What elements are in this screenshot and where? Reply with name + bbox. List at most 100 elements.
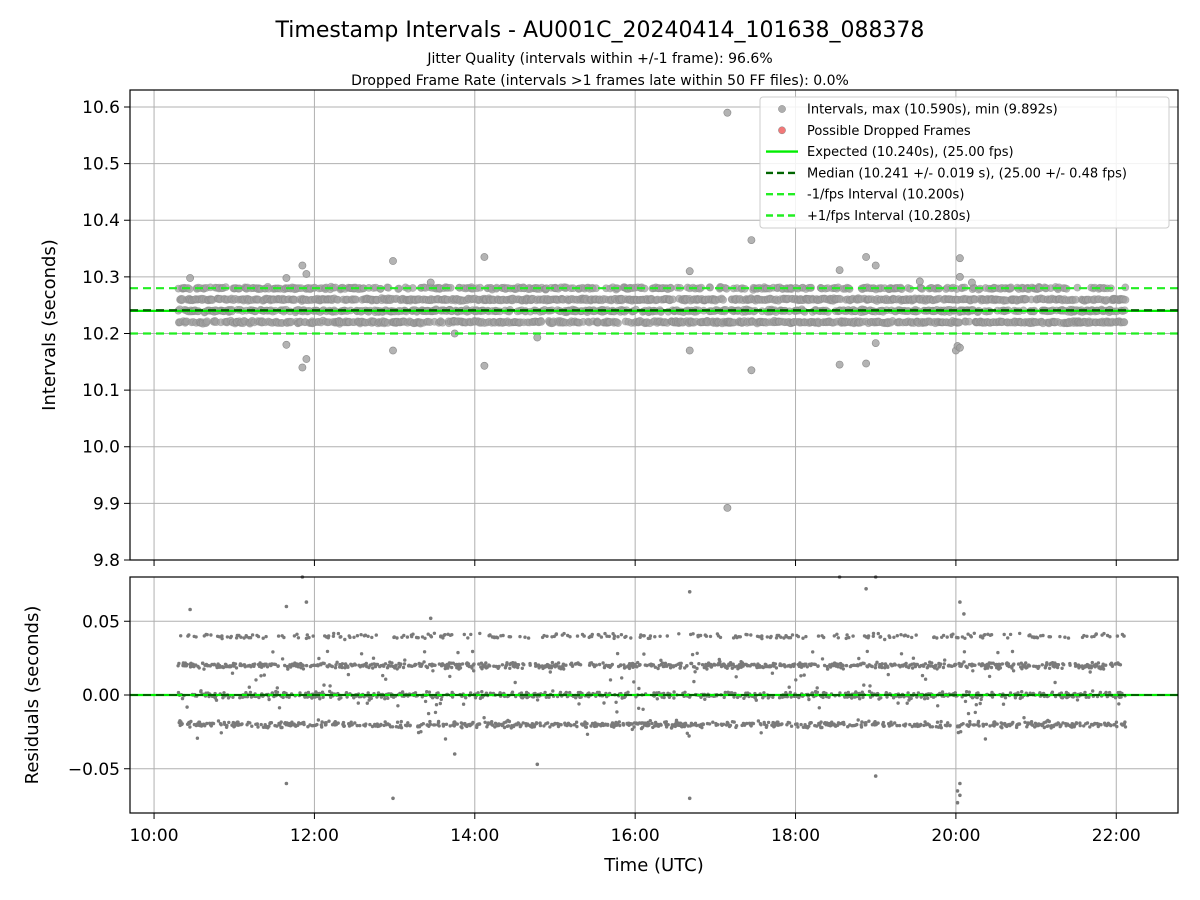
residual-point [685, 664, 689, 668]
residual-point [984, 722, 989, 726]
residual-point [522, 663, 526, 667]
residual-point [395, 720, 400, 724]
residual-point [662, 695, 666, 700]
residual-point [1058, 634, 1062, 639]
residual-point [805, 665, 809, 669]
residual-point [705, 667, 709, 671]
residual-point [259, 674, 263, 678]
residual-point [353, 663, 358, 667]
residual-point [214, 698, 219, 702]
residual-point [678, 721, 683, 725]
interval-outlier-point [533, 333, 542, 342]
residual-point [255, 722, 259, 726]
residual-point [1047, 666, 1052, 670]
chart-subtitle-dropped: Dropped Frame Rate (intervals >1 frames … [351, 73, 849, 89]
residual-point [335, 660, 339, 664]
residual-point [973, 710, 977, 715]
residual-point [327, 719, 331, 723]
residual-point [381, 673, 385, 678]
residual-point [1001, 702, 1006, 706]
residual-point [1011, 720, 1015, 725]
residual-point [876, 631, 880, 636]
residual-point [734, 724, 739, 728]
residual-point [470, 649, 475, 654]
residual-point [578, 663, 583, 667]
residual-point [1018, 631, 1022, 636]
interval-outlier-point [747, 236, 756, 244]
residual-point [562, 631, 566, 636]
residual-point [910, 635, 914, 640]
residual-point [406, 721, 410, 725]
residual-point [569, 723, 573, 728]
residual-point [923, 697, 927, 701]
residual-point [408, 723, 412, 727]
interval-point [614, 319, 622, 327]
chart-legend: Intervals, max (10.590s), min (9.892s)Po… [759, 96, 1170, 229]
residual-point [815, 690, 820, 694]
residual-point [585, 732, 590, 736]
residual-point [716, 723, 720, 727]
residual-point [264, 634, 268, 639]
residual-point [320, 725, 324, 729]
residual-point [711, 720, 715, 724]
residual-point [936, 704, 940, 708]
residual-point [383, 697, 387, 701]
residual-point [267, 697, 271, 702]
interval-outlier-point [302, 355, 311, 363]
legend-label: Intervals, max (10.590s), min (9.892s) [807, 103, 1058, 118]
residual-point [370, 635, 374, 640]
residual-point [976, 719, 981, 724]
residual-point [734, 675, 738, 679]
residual-point [966, 711, 971, 716]
residual-point [328, 684, 332, 688]
residual-point [648, 634, 653, 638]
residual-point [695, 666, 699, 671]
residual-point [1011, 669, 1016, 673]
residual-point [422, 660, 426, 664]
intervals-panel: 9.89.910.010.110.210.310.410.510.6 Inter… [39, 89, 1179, 571]
residual-point [951, 632, 955, 636]
residual-point [687, 734, 691, 738]
residual-point [469, 632, 473, 637]
residual-point [796, 725, 800, 729]
residual-point [820, 657, 825, 661]
residual-point [1045, 661, 1049, 665]
interval-outlier-point [956, 272, 964, 281]
residual-point [280, 657, 285, 661]
residual-point [564, 663, 568, 667]
residual-point [433, 663, 437, 667]
residual-point [1062, 663, 1066, 667]
residual-point [225, 723, 229, 728]
residual-point [282, 635, 286, 640]
residual-point [857, 656, 861, 661]
residual-point [939, 726, 943, 730]
residual-point [968, 719, 972, 724]
residual-point [495, 636, 500, 640]
residual-point [431, 669, 435, 673]
residual-point [478, 631, 482, 636]
residual-point [864, 721, 868, 725]
residual-point [617, 720, 621, 724]
interval-outlier-point [389, 346, 397, 355]
residual-point [281, 695, 285, 700]
residual-point [989, 633, 994, 637]
residual-point [619, 633, 624, 637]
residual-point [197, 666, 201, 670]
residual-point [230, 671, 235, 675]
residual-point [847, 635, 851, 640]
residual-point [868, 684, 872, 688]
residual-point [983, 633, 987, 637]
residual-point [977, 724, 981, 728]
residual-point [280, 725, 284, 730]
residual-point [437, 724, 441, 728]
residual-point [700, 663, 705, 667]
residual-point [551, 689, 555, 693]
residual-point [523, 635, 527, 639]
residual-point [983, 737, 988, 741]
residual-point [817, 706, 821, 710]
residual-point [664, 720, 668, 724]
residual-point [316, 718, 321, 722]
interval-outlier-point [302, 270, 311, 278]
residual-point [616, 635, 620, 639]
residual-point [895, 634, 899, 638]
